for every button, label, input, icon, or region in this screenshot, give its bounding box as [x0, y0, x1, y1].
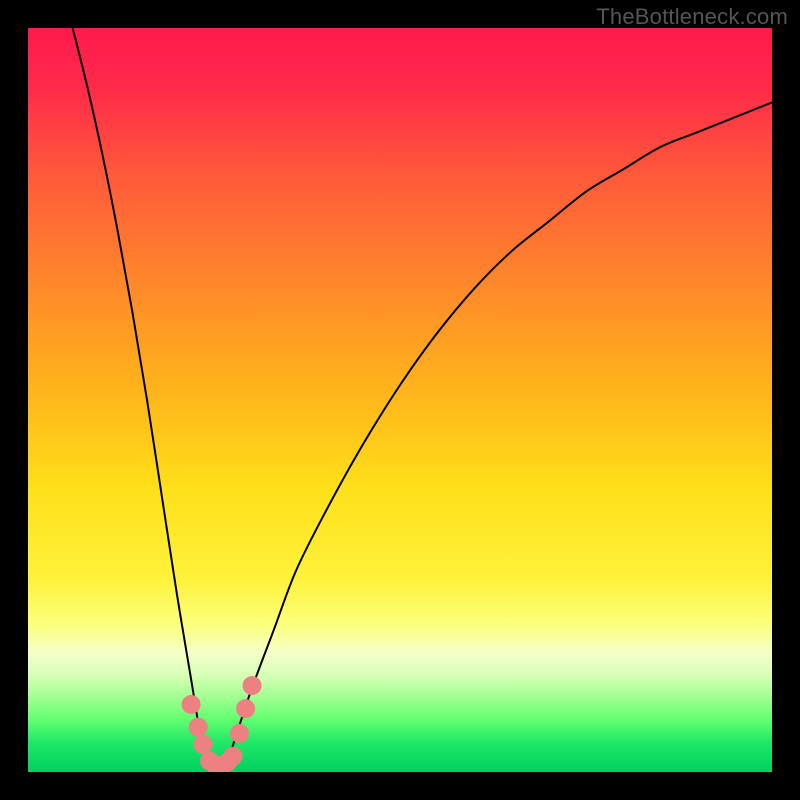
chart-frame: TheBottleneck.com — [0, 0, 800, 800]
data-marker — [224, 747, 242, 765]
gradient-background — [28, 28, 772, 772]
watermark-text: TheBottleneck.com — [596, 4, 788, 30]
data-marker — [243, 677, 261, 695]
data-marker — [237, 700, 255, 718]
data-marker — [194, 735, 212, 753]
bottleneck-curve-chart — [28, 28, 772, 772]
plot-area — [28, 28, 772, 772]
data-marker — [230, 724, 248, 742]
data-marker — [189, 718, 207, 736]
data-marker — [182, 695, 200, 713]
